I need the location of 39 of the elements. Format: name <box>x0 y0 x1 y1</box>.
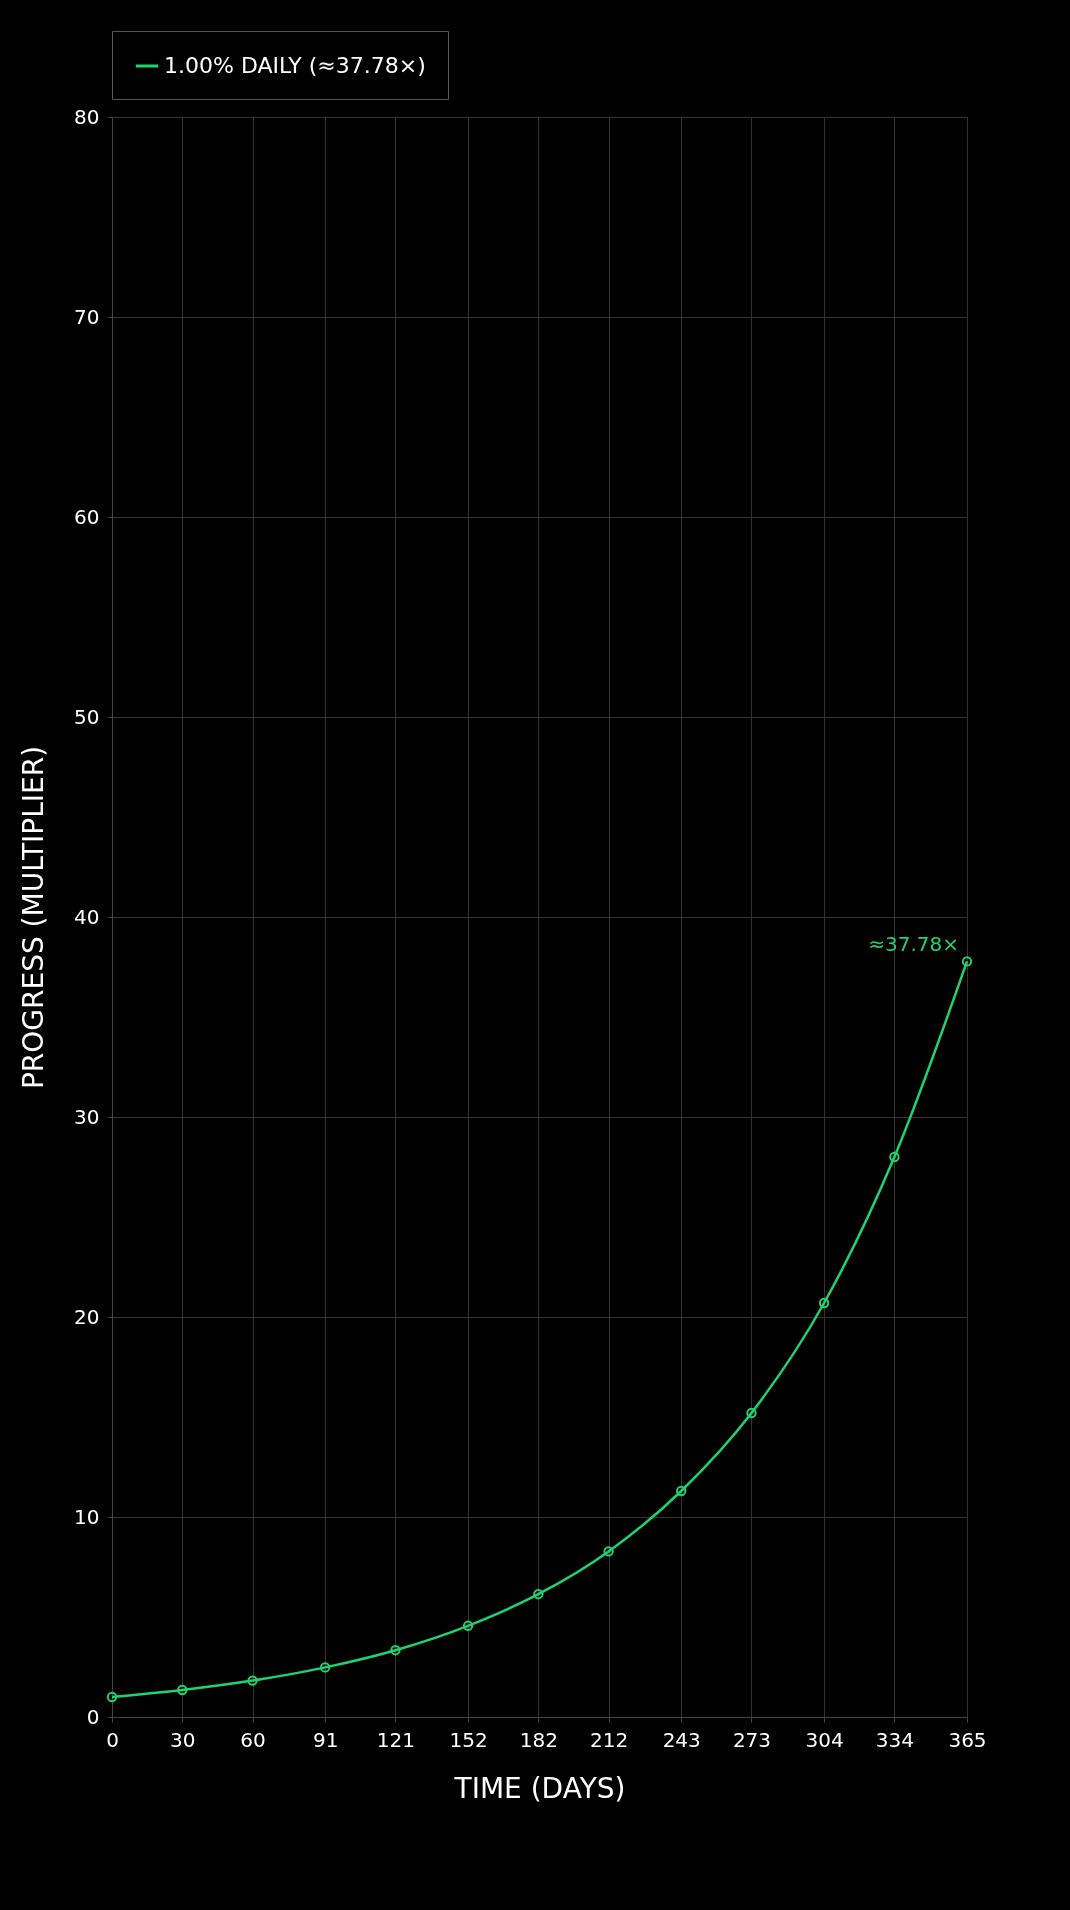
point <box>533 1589 544 1600</box>
point <box>462 1620 474 1631</box>
x-tick-label: 273 <box>732 1727 772 1752</box>
y-tick-label: 20 <box>74 1304 100 1329</box>
point <box>746 1407 757 1419</box>
point <box>106 1691 118 1703</box>
y-tick-label: 70 <box>74 304 100 329</box>
y-tick-label: 40 <box>74 904 100 929</box>
x-tick-label: 152 <box>449 1727 488 1752</box>
y-tick-label: 10 <box>74 1504 100 1529</box>
x-tick-label: 30 <box>170 1727 196 1752</box>
x-tick-label: 243 <box>662 1727 701 1752</box>
point <box>177 1684 188 1696</box>
y-tick-label: 30 <box>74 1104 100 1129</box>
point <box>889 1151 900 1163</box>
point <box>390 1645 401 1656</box>
x-axis-title: TIME (DAYS) <box>453 1771 626 1805</box>
x-tick-label: 304 <box>805 1727 844 1752</box>
x-tick-label: 182 <box>519 1727 558 1752</box>
x-tick-label: 334 <box>875 1727 914 1752</box>
x-tick-label: 212 <box>590 1727 629 1752</box>
y-tick-label: 0 <box>86 1704 100 1729</box>
point <box>319 1662 331 1673</box>
point <box>603 1546 614 1557</box>
x-tick-label: 0 <box>106 1727 119 1752</box>
y-tick-label: 50 <box>74 704 100 729</box>
point <box>961 956 973 967</box>
y-tick-label: 80 <box>74 104 100 129</box>
x-tick-label: 365 <box>948 1727 987 1752</box>
x-tick-label: 60 <box>240 1727 266 1752</box>
x-tick-label: 91 <box>312 1727 339 1752</box>
y-axis-title: PROGRESS (MULTIPLIER) <box>17 745 51 1090</box>
annotation: ≈37.78× <box>868 932 959 957</box>
x-tick-label: 121 <box>376 1727 416 1752</box>
legend-label: 1.00% DAILY (≈37.78×) <box>164 53 426 78</box>
point <box>247 1675 258 1686</box>
y-tick-label: 60 <box>74 504 100 529</box>
point <box>818 1297 830 1309</box>
point <box>676 1485 687 1497</box>
